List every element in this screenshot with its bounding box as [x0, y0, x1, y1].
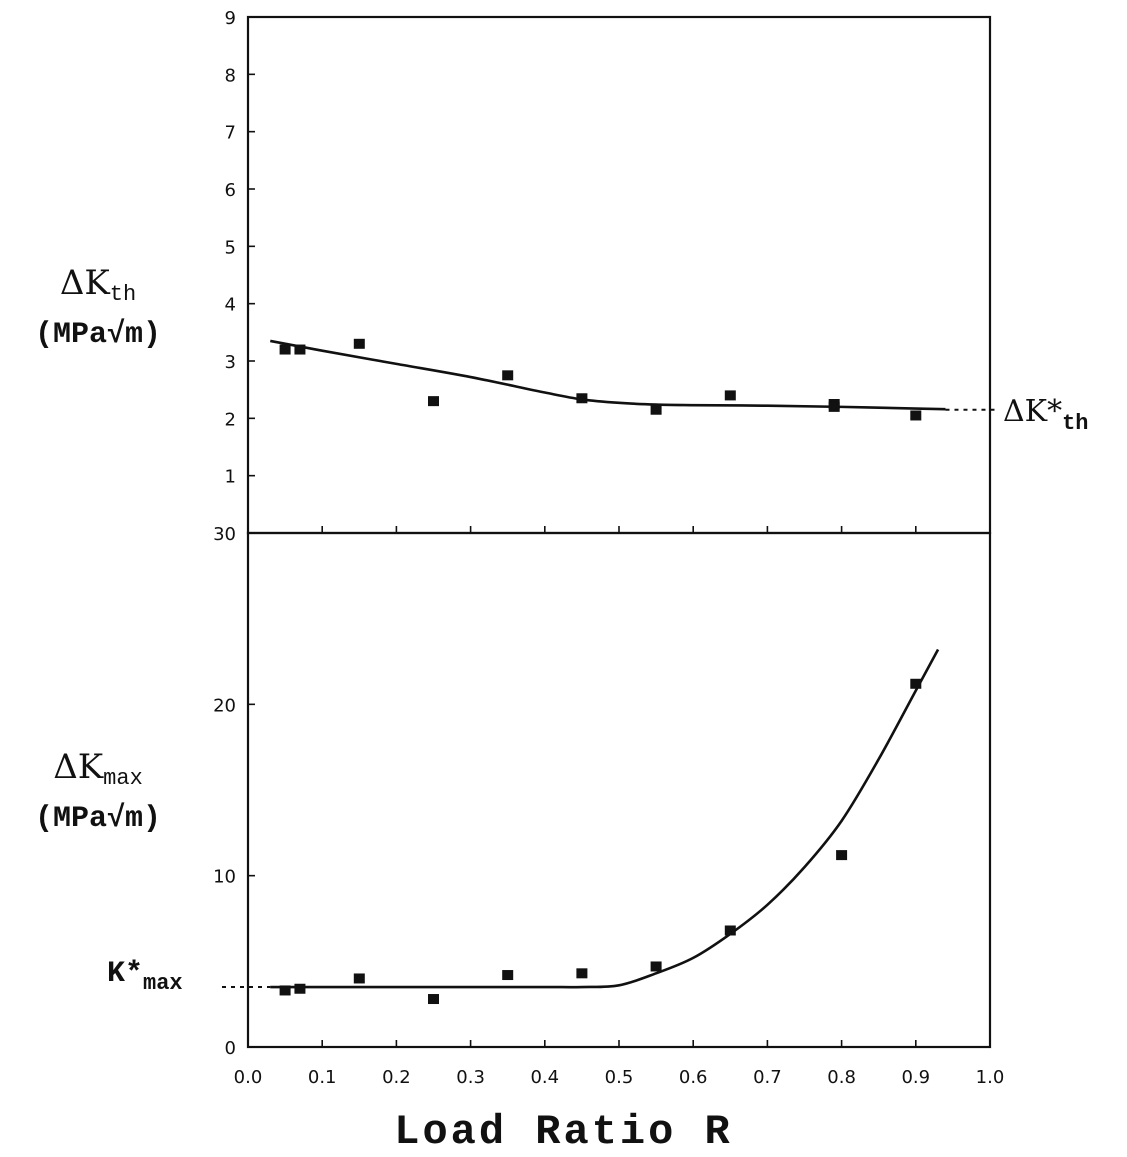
- bottom-y-unit: (MPa√m): [34, 802, 162, 836]
- bottom-data-point: [910, 678, 922, 689]
- top-y-tick-label: 5: [225, 237, 236, 258]
- top-y-tick-label: 4: [225, 295, 236, 316]
- x-tick-label: 0.8: [827, 1067, 856, 1088]
- x-tick-label: 0.3: [456, 1067, 485, 1088]
- bottom-fit-curve: [270, 648, 940, 989]
- top-data-point: [353, 338, 365, 349]
- bottom-asymptote-label: K*max: [107, 957, 183, 996]
- top-y-subscript: th: [109, 282, 137, 307]
- bottom-asymptote-symbol: K*: [107, 957, 144, 991]
- top-asymptote-symbol: ΔK*: [1003, 394, 1063, 429]
- bottom-data-point: [353, 973, 365, 984]
- bottom-data-point: [836, 850, 848, 861]
- top-data-point: [294, 344, 306, 355]
- top-data-point: [279, 344, 291, 355]
- bottom-asymptote-subscript: max: [143, 971, 183, 996]
- top-y-tick-label: 2: [225, 409, 236, 430]
- top-y-symbol: ΔK: [59, 263, 110, 303]
- bottom-data-point: [576, 968, 588, 979]
- top-y-axis-label: ΔKth (MPa√m): [8, 266, 188, 350]
- x-tick-label: 0.2: [382, 1067, 411, 1088]
- x-tick-label: 0.9: [901, 1067, 930, 1088]
- top-plot-frame: [246, 15, 992, 535]
- top-asymptote-label: ΔK*th: [1003, 394, 1088, 436]
- x-tick-label: 0.1: [308, 1067, 337, 1088]
- x-tick-label: 0.7: [753, 1067, 782, 1088]
- top-fit-curve: [270, 339, 946, 411]
- top-y-tick-label: 8: [225, 65, 236, 86]
- bottom-data-point: [502, 970, 514, 981]
- x-tick-label: 0.6: [679, 1067, 708, 1088]
- top-data-point: [724, 390, 736, 401]
- top-data-point: [428, 396, 439, 407]
- top-data-point: [910, 410, 922, 421]
- x-tick-label: 1.0: [976, 1067, 1005, 1088]
- bottom-data-point: [724, 925, 736, 936]
- bottom-y-tick-label: 0: [225, 1038, 236, 1059]
- bottom-y-symbol: ΔK: [53, 747, 104, 787]
- bottom-y-tick-label: 30: [213, 524, 236, 545]
- top-data-point: [576, 393, 588, 404]
- x-tick-label: 0.5: [605, 1067, 634, 1088]
- x-axis-title: Load Ratio R: [394, 1108, 733, 1156]
- bottom-y-tick-label: 10: [213, 867, 236, 888]
- bottom-data-point: [294, 983, 306, 994]
- x-tick-label: 0.0: [234, 1067, 263, 1088]
- bottom-data-point: [428, 994, 439, 1005]
- top-y-tick-label: 3: [225, 352, 236, 373]
- top-data-point: [502, 370, 514, 381]
- top-y-tick-label: 7: [225, 123, 236, 144]
- top-data-point: [650, 404, 662, 415]
- bottom-plot-frame: [246, 531, 992, 1049]
- bottom-y-axis-label: ΔKmax (MPa√m): [8, 750, 188, 834]
- bottom-data-point: [650, 961, 662, 972]
- bottom-data-point: [279, 985, 291, 996]
- top-corner-tick-label: 9: [225, 8, 236, 29]
- top-y-tick-label: 1: [225, 467, 236, 488]
- bottom-y-tick-label: 20: [213, 695, 236, 716]
- top-y-unit: (MPa√m): [34, 318, 162, 352]
- top-y-tick-label: 6: [225, 180, 236, 201]
- bottom-y-subscript: max: [103, 766, 143, 791]
- top-asymptote-subscript: th: [1062, 411, 1089, 436]
- top-data-point: [828, 401, 840, 412]
- x-tick-label: 0.4: [530, 1067, 559, 1088]
